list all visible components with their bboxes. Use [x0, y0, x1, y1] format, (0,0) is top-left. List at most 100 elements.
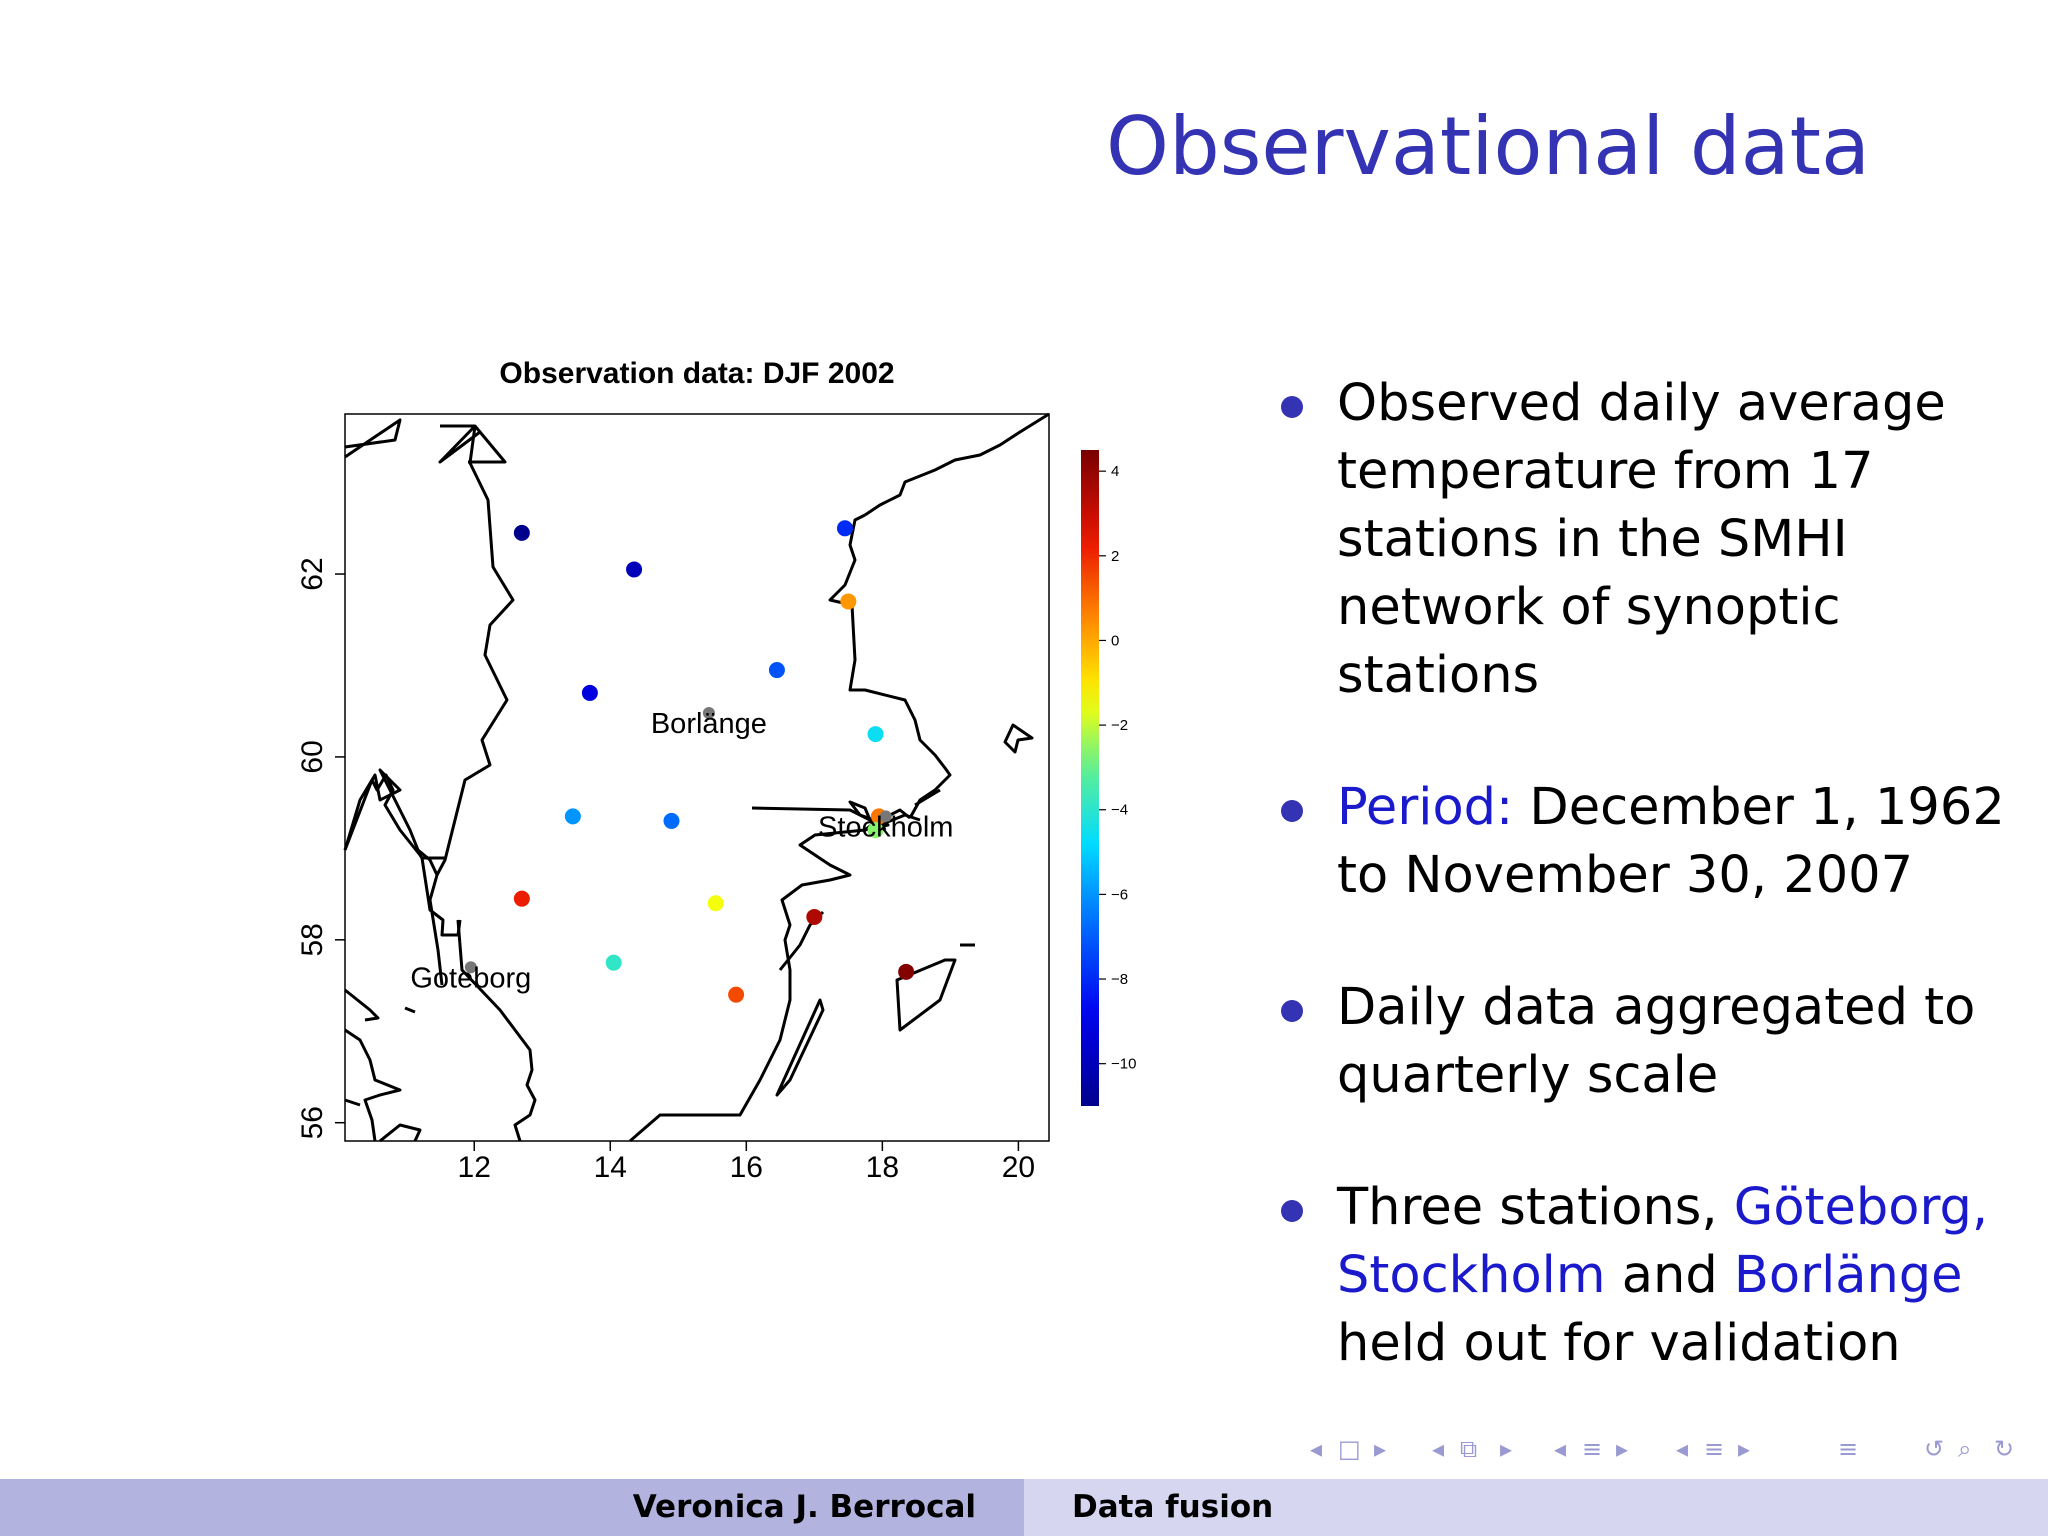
map-coastline [1003, 723, 1034, 754]
station-point [605, 954, 622, 971]
y-tick-label: 56 [296, 1106, 329, 1139]
map-coastline [440, 424, 507, 464]
station-point [728, 986, 745, 1003]
station-point [663, 812, 680, 829]
bullet-text-part: and [1605, 1246, 1734, 1305]
highlighted-text: Göteborg, [1733, 1178, 1989, 1237]
holdout-station-point [879, 810, 892, 823]
highlighted-text: Period: [1337, 778, 1514, 837]
nav-section-next-icon[interactable]: ▸ [1616, 1435, 1629, 1463]
station-point [836, 520, 853, 537]
map-coastline [379, 1123, 422, 1143]
holdout-station-label: Stockholm [818, 811, 953, 843]
nav-search-icon[interactable]: ⌕ [1958, 1435, 1972, 1463]
footer-title-section: Data fusion [1024, 1479, 2048, 1536]
footer: Veronica J. Berrocal Data fusion [0, 1479, 2048, 1536]
slide-title: Observational data [1106, 100, 1871, 193]
nav-subsection-next-icon[interactable]: ▸ [1500, 1435, 1513, 1463]
bullet-dot-icon [1281, 396, 1303, 418]
station-point [513, 524, 530, 541]
x-tick-label: 14 [594, 1151, 627, 1184]
footer-title: Data fusion [1072, 1489, 1274, 1525]
bullet-dot-icon [1281, 800, 1303, 822]
bullet-text: Three stations, Göteborg, Stockholm and … [1337, 1174, 2037, 1378]
station-point [806, 908, 823, 925]
station-point [513, 890, 530, 907]
map-coastline [344, 1028, 402, 1142]
bullet-text-part: Three stations, [1337, 1178, 1734, 1237]
nav-frame-icon[interactable]: □ [1338, 1435, 1361, 1463]
map-coastline [864, 412, 1050, 517]
nav-doc-icon[interactable]: ≡ [1704, 1435, 1725, 1463]
nav-frame-next-icon[interactable]: ▸ [1374, 1435, 1387, 1463]
map-coastline [435, 425, 515, 876]
station-point [707, 895, 724, 912]
bullet-text-part: December 1, 1962 to November 30, 2007 [1337, 778, 2005, 905]
nav-undo-icon[interactable]: ↺ [1924, 1435, 1945, 1463]
bullet-item: Three stations, Göteborg, Stockholm and … [1277, 1174, 2037, 1378]
map-coastline [344, 1098, 361, 1107]
map-coastline [343, 768, 444, 986]
bullet-dot-icon [1281, 1000, 1303, 1022]
map-coastline [344, 418, 402, 459]
highlighted-text: Stockholm [1337, 1246, 1606, 1305]
nav-section-icon[interactable]: ≡ [1582, 1435, 1603, 1463]
holdout-station-point [702, 707, 715, 720]
x-tick-label: 18 [866, 1151, 899, 1184]
station-point [867, 822, 884, 839]
footer-author: Veronica J. Berrocal [632, 1489, 976, 1525]
bullet-text: Period: December 1, 1962 to November 30,… [1337, 774, 2037, 910]
plot-frame [344, 413, 1050, 1142]
bullet-item: Observed daily average temperature from … [1277, 370, 2037, 710]
y-tick-label: 58 [296, 923, 329, 956]
map-coastline [895, 958, 957, 1032]
holdout-station-point [464, 961, 477, 974]
observation-map-chart: Observation data: DJF 2002 12 14 16 18 20 56 58… [296, 357, 1136, 1184]
map-coastline [343, 773, 445, 860]
y-tick-label: 60 [296, 740, 329, 773]
bullet-text-part: held out for validation [1337, 1314, 1901, 1373]
nav-doc-prev-icon[interactable]: ◂ [1676, 1435, 1689, 1463]
navigation-bar: ◂ □ ▸ ◂ ⧉ ▸ ◂ ≡ ▸ ◂ ≡ ▸ ≡ ↺ ⌕ ↻ [1310, 1432, 2035, 1466]
nav-subsection-icon[interactable]: ⧉ [1460, 1435, 1478, 1463]
station-point [898, 963, 915, 980]
bullet-text-part: Observed daily average temperature from … [1337, 374, 1946, 705]
holdout-station-label: Borlänge [651, 708, 767, 740]
station-point [867, 726, 884, 743]
station-point [564, 808, 581, 825]
y-tick-label: 62 [296, 557, 329, 590]
station-point [840, 593, 857, 610]
map-coastline [404, 1006, 416, 1014]
colorbar-tick-label: −6 [1111, 886, 1128, 903]
colorbar-tick-label: 2 [1111, 548, 1119, 565]
colorbar-tick-label: −8 [1111, 971, 1128, 988]
bullet-item: Daily data aggregated to quarterly scale [1277, 974, 2037, 1110]
nav-doc-next-icon[interactable]: ▸ [1738, 1435, 1751, 1463]
map-coastline [914, 788, 941, 807]
bullet-text: Daily data aggregated to quarterly scale [1337, 974, 2037, 1110]
station-point [626, 561, 643, 578]
colorbar-tick-label: −10 [1111, 1056, 1136, 1073]
nav-menu-icon[interactable]: ≡ [1838, 1435, 1859, 1463]
chart-title: Observation data: DJF 2002 [499, 357, 894, 390]
nav-subsection-prev-icon[interactable]: ◂ [1432, 1435, 1445, 1463]
x-tick-label: 16 [730, 1151, 763, 1184]
x-tick-label: 20 [1002, 1151, 1035, 1184]
nav-frame-prev-icon[interactable]: ◂ [1310, 1435, 1323, 1463]
holdout-station-label: Goteborg [410, 962, 531, 994]
map-coastline [456, 919, 537, 1142]
map-coastline [775, 998, 825, 1097]
highlighted-text: Borlänge [1733, 1246, 1963, 1305]
x-tick-label: 12 [458, 1151, 491, 1184]
bullet-text-part: Daily data aggregated to quarterly scale [1337, 978, 1976, 1105]
bullet-item: Period: December 1, 1962 to November 30,… [1277, 774, 2037, 910]
nav-section-prev-icon[interactable]: ◂ [1554, 1435, 1567, 1463]
station-point [581, 684, 598, 701]
map-coastline [438, 424, 481, 464]
colorbar-tick-label: −4 [1111, 802, 1128, 819]
colorbar-tick-label: −2 [1111, 717, 1128, 734]
bullet-list: Observed daily average temperature from … [1277, 370, 2037, 1442]
footer-author-section: Veronica J. Berrocal [0, 1479, 1024, 1536]
map-coastline [828, 513, 952, 819]
nav-redo-icon[interactable]: ↻ [1994, 1435, 2015, 1463]
